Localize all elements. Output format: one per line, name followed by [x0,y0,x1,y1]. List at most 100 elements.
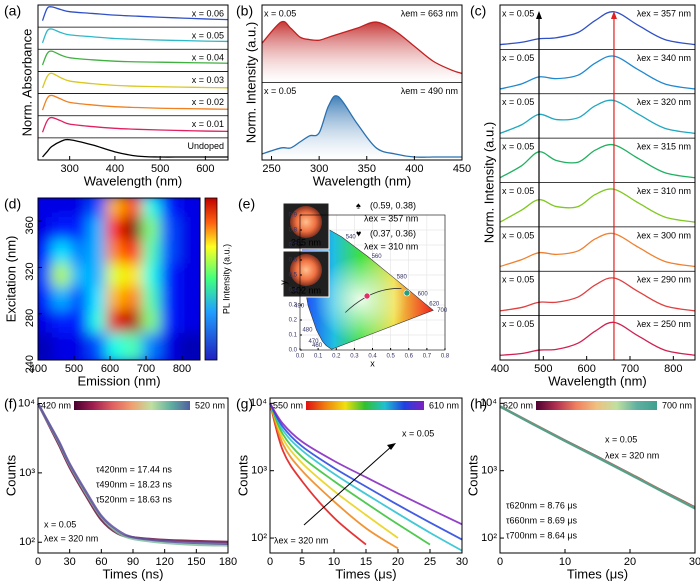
locus-label: 480 [302,328,313,334]
y-axis-label: Excitation (nm) [3,236,18,323]
arrow-head [387,443,396,450]
colorbar-label: 520 nm [195,400,225,410]
colorbar-label: 620 nm [503,400,533,410]
legend-entry: τ660nm = 8.69 μs [506,515,578,525]
y-tick-label: 240 [24,355,36,373]
line [499,99,696,135]
series-label: Undoped [187,141,224,151]
x-tick-label: 0.1 [314,354,323,360]
y-axis-label: Norm. Absorbance [19,29,34,137]
series-note: x = 0.05 [502,97,534,107]
locus-label: 560 [372,254,383,260]
plot-frame [37,4,229,161]
x-tick-label: 350 [358,163,376,175]
x-tick-label: 90 [127,556,139,568]
y-axis-label: Counts [235,454,250,496]
line [41,50,229,66]
x-tick-label: 10 [559,556,571,568]
x-tick-label: 300 [60,163,78,175]
y-tick-label: 280 [24,309,36,327]
series-label: λem = 663 nm [401,8,458,18]
x-axis-label: x [370,358,375,368]
inset-label: 365 nm [291,237,321,247]
x-tick-label: 0.2 [332,354,341,360]
line [41,28,229,44]
line [499,55,696,90]
locus-label: 490 [294,303,305,309]
line [499,232,696,268]
point-note: λex = 310 nm [364,241,418,251]
x-tick-label: 0.5 [386,354,395,360]
line [269,402,463,541]
panel-label: (e) [238,196,255,212]
y-tick-label: 10⁴ [18,397,35,409]
x-tick-label: 400 [106,163,124,175]
colorbar-label: PL Intensity (a.u.) [221,244,231,314]
cie-point [363,292,371,300]
colorbar-label: 610 nm [429,400,459,410]
line [269,403,399,550]
annotation: λex = 320 nm [274,535,328,545]
y-tick-label: 0.4 [289,288,298,294]
line [499,11,696,46]
line [261,20,463,75]
y-tick-label: 10³ [481,465,497,477]
x-tick-label: 500 [65,363,83,375]
series-label: λex = 315 nm [637,142,691,152]
series-label: x = 0.05 [192,31,224,41]
heatmap-cells [38,198,200,360]
inset-label: 302 nm [291,285,321,295]
arrow [303,445,393,526]
line [42,138,228,158]
locus-label: 700 [437,308,448,314]
line [41,72,229,89]
heatmap [38,198,200,360]
point-label: (0.59, 0.38) [370,200,416,210]
line [499,321,696,356]
locus-label: 460 [312,343,323,349]
line [41,116,229,133]
x-axis-label: Times (μs) [567,566,628,581]
series-label: λex = 300 nm [637,230,691,240]
colorbar [74,401,190,410]
series-note: x = 0.05 [502,8,534,18]
x-tick-label: 120 [155,556,173,568]
x-tick-label: 30 [689,556,700,568]
series-label: λex = 290 nm [637,275,691,285]
colorbar-label: 550 nm [273,400,303,410]
line [269,403,399,539]
colorbar [536,401,657,410]
series-note: x = 0.05 [502,230,534,240]
x-tick-label: 500 [151,163,169,175]
x-tick-label: 250 [262,163,280,175]
line [269,403,367,546]
y-tick-label: 0.6 [289,258,298,264]
series-note: x = 0.05 [502,275,534,285]
x-axis-label: Times (μs) [335,566,396,581]
x-tick-label: 400 [491,363,509,375]
point-symbol: ♠ [356,200,361,210]
y-tick-label: 0.2 [289,318,298,324]
plot-frame [37,397,229,554]
x-tick-label: 30 [456,556,468,568]
series-label: x = 0.03 [192,75,224,85]
line [499,188,696,223]
series-label: λex = 320 nm [637,97,691,107]
x-tick-label: 700 [137,363,155,375]
y-tick-label: 10⁴ [250,397,267,409]
y-tick-label: 10² [19,536,35,548]
x-tick-label: 0.4 [368,354,377,360]
locus-label: 580 [397,275,408,281]
x-tick-label: 0 [267,556,273,568]
panel-label: (h) [470,396,487,412]
x-tick-label: 0.7 [423,354,432,360]
line [269,402,431,546]
series-label: λex = 250 nm [637,319,691,329]
planck-locus [345,288,402,313]
x-tick-label: 300 [310,163,328,175]
legend-entry: τ620nm = 8.76 μs [506,500,578,510]
y-tick-label: 0.8 [289,228,298,234]
x-tick-label: 600 [196,163,214,175]
colorbar-label: 700 nm [662,400,692,410]
locus-label: 470 [308,339,319,345]
